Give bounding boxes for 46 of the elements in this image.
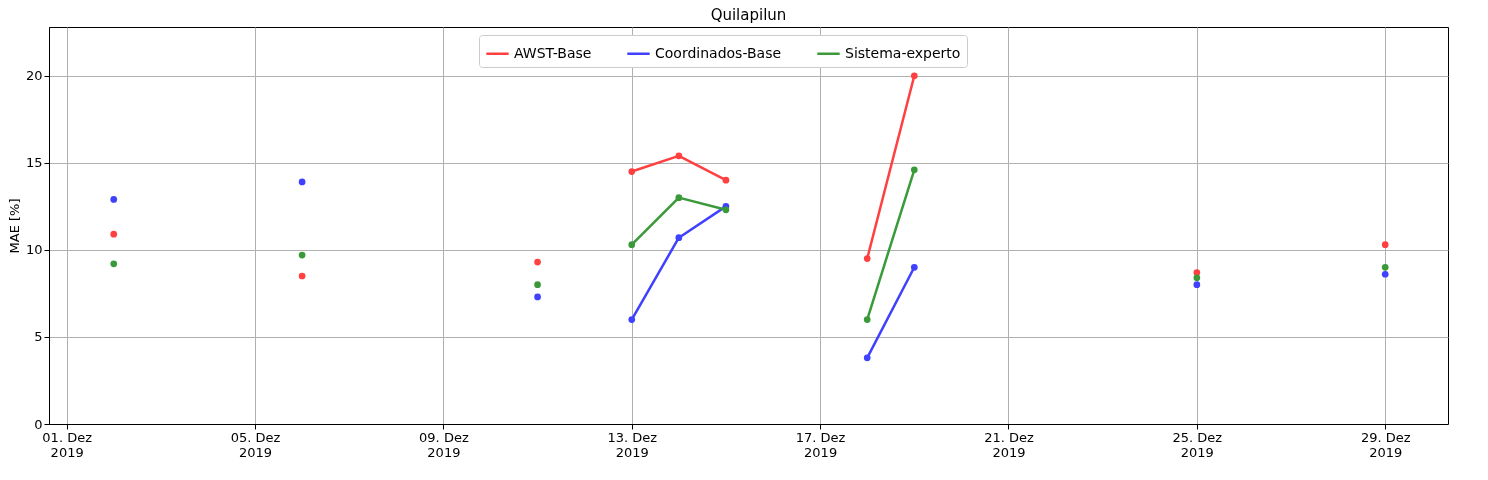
x-tick-label: 25. Dez 2019 xyxy=(1172,429,1223,460)
point xyxy=(910,263,918,271)
x-tick-label: 13. Dez 2019 xyxy=(607,429,658,460)
x-tick-label: 01. Dez 2019 xyxy=(42,429,93,460)
x-tick-label: 09. Dez 2019 xyxy=(419,429,469,460)
point xyxy=(534,293,541,301)
point xyxy=(110,260,118,268)
x-tick-label: 29. Dez 2019 xyxy=(1360,429,1411,460)
point xyxy=(910,72,918,80)
y-tick-label: 0 xyxy=(34,416,43,432)
point xyxy=(675,194,683,201)
point xyxy=(1381,263,1389,271)
point xyxy=(863,354,871,362)
point xyxy=(534,258,541,266)
point xyxy=(1193,281,1201,289)
point xyxy=(628,168,636,175)
point xyxy=(110,196,118,203)
x-tick-label: 05. Dez 2019 xyxy=(230,429,281,460)
y-axis-title: MAE [%] xyxy=(6,198,22,254)
point xyxy=(298,251,306,259)
legend-label: Sistema-experto xyxy=(845,44,961,61)
y-tick-label: 20 xyxy=(25,68,43,84)
point xyxy=(1381,270,1389,278)
point xyxy=(628,241,636,248)
point xyxy=(910,166,918,174)
point xyxy=(534,281,541,289)
legend-label: Coordinados-Base xyxy=(655,44,782,61)
point xyxy=(722,176,730,184)
y-tick-label: 15 xyxy=(25,155,43,171)
point xyxy=(722,206,730,214)
point xyxy=(1381,241,1389,248)
point xyxy=(298,178,306,186)
y-tick-label: 5 xyxy=(34,329,43,345)
x-tick-label: 21. Dez 2019 xyxy=(984,429,1034,460)
point xyxy=(1193,274,1201,282)
x-tick-label: 17. Dez 2019 xyxy=(795,429,846,460)
point xyxy=(298,272,306,280)
y-tick-label: 10 xyxy=(25,242,43,258)
point xyxy=(863,316,871,323)
point xyxy=(675,234,683,242)
point xyxy=(110,230,118,238)
legend-label: AWST-Base xyxy=(514,44,592,61)
point xyxy=(863,255,871,262)
chart-title: Quilapilun xyxy=(710,6,787,24)
point xyxy=(628,316,636,323)
point xyxy=(675,152,683,160)
